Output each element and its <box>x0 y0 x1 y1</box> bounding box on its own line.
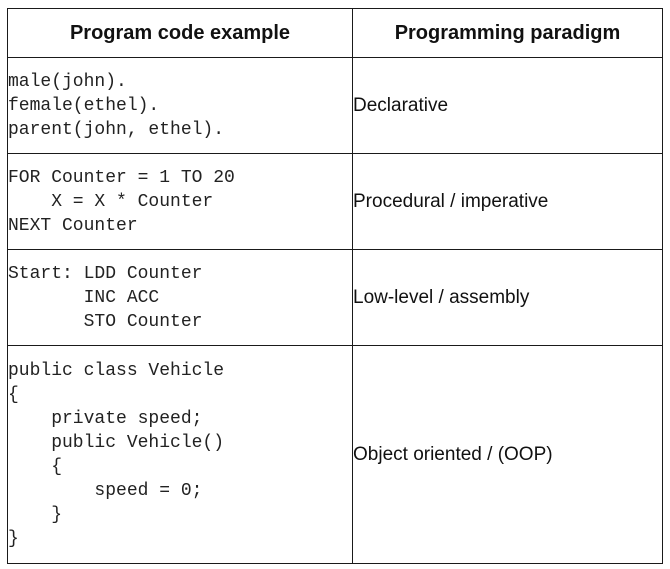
header-program-code-example: Program code example <box>7 8 353 58</box>
paradigm-assembly: Low-level / assembly <box>352 249 663 346</box>
paradigm-procedural: Procedural / imperative <box>352 153 663 250</box>
table-row: FOR Counter = 1 TO 20 X = X * Counter NE… <box>7 153 663 250</box>
code-example-declarative: male(john). female(ethel). parent(john, … <box>7 57 353 154</box>
paradigm-table: Program code example Programming paradig… <box>7 8 663 564</box>
table-row: male(john). female(ethel). parent(john, … <box>7 57 663 154</box>
code-example-assembly: Start: LDD Counter INC ACC STO Counter <box>7 249 353 346</box>
table-row: public class Vehicle { private speed; pu… <box>7 345 663 564</box>
paradigm-declarative: Declarative <box>352 57 663 154</box>
code-example-procedural: FOR Counter = 1 TO 20 X = X * Counter NE… <box>7 153 353 250</box>
code-example-oop: public class Vehicle { private speed; pu… <box>7 345 353 564</box>
header-programming-paradigm: Programming paradigm <box>352 8 663 58</box>
table-row: Start: LDD Counter INC ACC STO Counter L… <box>7 249 663 346</box>
paradigm-oop: Object oriented / (OOP) <box>352 345 663 564</box>
table-header-row: Program code example Programming paradig… <box>7 8 663 58</box>
